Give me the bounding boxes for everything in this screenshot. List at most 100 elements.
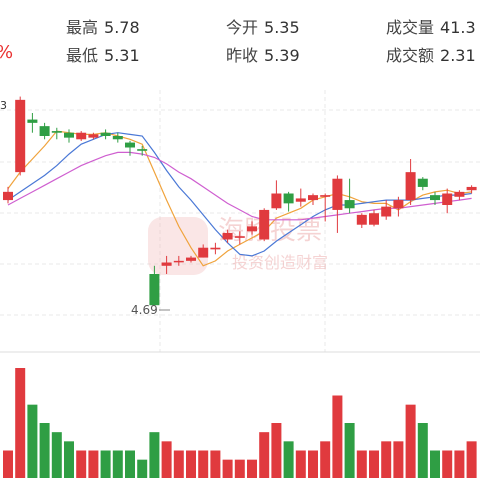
volume-bar-18 [222, 459, 233, 478]
candle-body-38 [466, 186, 477, 191]
amount-label: 成交额 [386, 46, 435, 65]
candle-body-36 [442, 193, 453, 205]
candle-body-17 [210, 247, 221, 250]
open-label: 今开 [226, 18, 259, 37]
volume-bar-16 [198, 450, 209, 478]
volume-stat: 成交量 41.3 [386, 14, 476, 38]
candle-body-18 [222, 232, 233, 240]
volume-bar-6 [76, 450, 87, 478]
candle-body-26 [320, 195, 331, 197]
candle-body-32 [393, 200, 404, 209]
candle-body-6 [76, 132, 87, 140]
change-percent-fragment: % [0, 42, 13, 63]
candle-body-15 [186, 257, 196, 261]
volume-bar-13 [161, 441, 172, 478]
candle-body-3 [39, 126, 50, 136]
candle-body-23 [283, 193, 294, 204]
left-edge-label: 3 [0, 99, 7, 112]
open-stat: 今开 5.35 [226, 14, 300, 38]
volume-bar-26 [320, 441, 331, 478]
candle-body-29 [356, 214, 367, 225]
candle-body-27 [332, 178, 343, 210]
volume-label: 成交量 [386, 18, 435, 37]
low-price-marker: 4.69 [131, 303, 158, 317]
high-label: 最高 [66, 18, 99, 37]
volume-bar-23 [283, 441, 294, 478]
low-label: 最低 [66, 46, 99, 65]
volume-bar-14 [173, 450, 184, 478]
candle-body-25 [308, 195, 318, 201]
volume-bar-4 [51, 432, 62, 478]
volume-bar-36 [442, 450, 453, 478]
candle-body-14 [173, 260, 184, 263]
volume-bar-7 [88, 450, 99, 478]
candle-body-7 [88, 134, 99, 138]
kline-chart[interactable]: 海豚投票 投资创造财富 4.69 3 [0, 90, 480, 480]
candle-body-5 [64, 132, 74, 138]
chart-grid [0, 90, 480, 353]
volume-bar-21 [259, 432, 270, 478]
candlestick-series [3, 96, 477, 306]
volume-bar-15 [186, 450, 196, 478]
candle-body-8 [100, 132, 111, 136]
candle-body-24 [295, 198, 306, 202]
low-value: 5.31 [104, 46, 140, 65]
candle-body-9 [112, 136, 123, 140]
volume-bar-22 [271, 423, 282, 478]
volume-bar-25 [308, 450, 318, 478]
candle-body-20 [247, 226, 257, 232]
volume-bar-8 [100, 450, 111, 478]
volume-bar-5 [64, 441, 74, 478]
volume-bar-30 [369, 450, 379, 478]
volume-bar-38 [466, 441, 477, 478]
volume-bar-0 [3, 450, 13, 478]
volume-bar-9 [112, 450, 123, 478]
volume-value: 41.3 [440, 18, 476, 37]
candle-body-16 [198, 247, 209, 258]
candle-body-4 [51, 131, 62, 133]
watermark-text: 海豚投票 [218, 216, 322, 246]
candle-body-0 [3, 191, 13, 201]
volume-bar-35 [430, 450, 440, 478]
high-value: 5.78 [104, 18, 140, 37]
candle-body-12 [149, 274, 160, 306]
amount-stat: 成交额 2.31 [386, 42, 476, 66]
volume-bar-32 [393, 441, 404, 478]
candle-body-37 [454, 191, 465, 197]
candle-body-2 [27, 119, 38, 123]
volume-bar-17 [210, 450, 221, 478]
low-stat: 最低 5.31 [66, 42, 140, 66]
candle-body-33 [405, 172, 416, 201]
watermark-subtext: 投资创造财富 [232, 253, 328, 272]
ma20-line [7, 151, 472, 221]
volume-bar-29 [356, 450, 367, 478]
volume-bar-28 [344, 423, 355, 478]
volume-bar-33 [405, 404, 416, 478]
amount-value: 2.31 [440, 46, 476, 65]
candle-body-35 [430, 195, 440, 201]
prev-close-stat: 昨收 5.39 [226, 42, 300, 66]
candle-body-10 [125, 142, 135, 148]
volume-bar-31 [381, 441, 392, 478]
candle-body-13 [161, 262, 172, 266]
open-value: 5.35 [264, 18, 300, 37]
candle-body-21 [259, 209, 270, 240]
candle-body-11 [137, 149, 148, 151]
volume-bar-37 [454, 450, 465, 478]
candle-body-19 [234, 236, 245, 238]
volume-bar-34 [417, 423, 428, 478]
volume-bar-1 [15, 368, 26, 478]
candle-body-34 [417, 178, 428, 187]
candle-body-30 [369, 213, 379, 225]
volume-bar-19 [234, 459, 245, 478]
volume-bar-11 [137, 459, 148, 478]
volume-bar-24 [295, 450, 306, 478]
candle-body-22 [271, 193, 282, 209]
volume-bar-12 [149, 432, 160, 478]
volume-bar-2 [27, 404, 38, 478]
volume-bar-10 [125, 450, 135, 478]
prev-close-label: 昨收 [226, 46, 259, 65]
prev-close-value: 5.39 [264, 46, 300, 65]
candle-body-1 [15, 99, 26, 173]
volume-bar-3 [39, 423, 50, 478]
